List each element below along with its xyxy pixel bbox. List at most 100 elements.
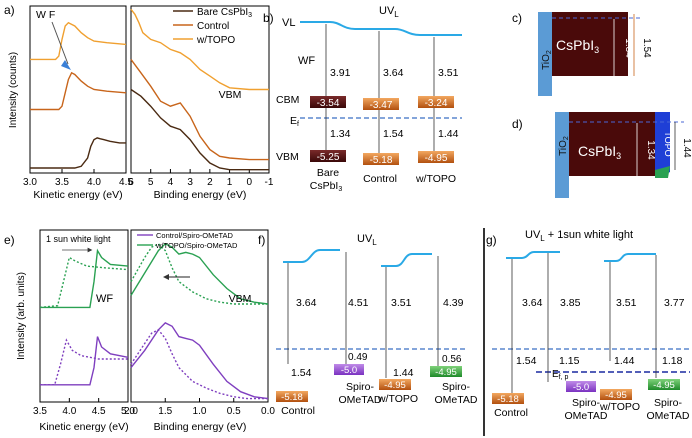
panel-b-cbm-value-1: -3.54 (317, 98, 340, 109)
panel-g: g) UVL + 1sun white light Ef, p 3.64 3.8… (486, 229, 690, 422)
panel-e-kinetic-xtick-label: 5.0 (121, 406, 135, 417)
panel-f-g2-gap-right: 4.39 (443, 297, 464, 309)
panel-g-title: UVL + 1sun white light (525, 229, 633, 243)
panel-a-kinetic-series-1 (30, 71, 127, 111)
panel-e-kinetic-series-0 (40, 336, 129, 386)
panel-f-g1-name-right-1: Spiro- (346, 381, 375, 393)
panel-a-kinetic-series-0 (30, 137, 126, 169)
panel-a-binding-xlabel: Binding energy (eV) (154, 189, 247, 201)
panel-a-binding-plot: 6 5 4 3 2 1 0 -1 (128, 8, 274, 188)
panel-e-label: e) (4, 233, 15, 247)
legend-bare-label: Bare CsPbI3 (197, 7, 252, 19)
panel-b-name-3: w/TOPO (415, 173, 456, 185)
panel-a-binding-xtick-label: 0 (247, 177, 253, 188)
panel-f-g1-vbm-right: -5.0 (341, 365, 357, 376)
panel-b-vbm-value-1: -5.25 (317, 152, 340, 163)
panel-f-g1-ef-right: 0.49 (348, 352, 368, 363)
panel-b-column-topo: 3.51 -3.24 1.44 -4.95 w/TOPO (415, 37, 459, 185)
panel-b-vbm-bar-2 (363, 153, 399, 165)
panel-g-g1-name-right-2: OMeTAD (565, 410, 608, 422)
panel-f-g2-vbm-bar-left (379, 379, 411, 390)
panel-a-kinetic-series-2 (30, 21, 127, 61)
panel-b-vl-label: VL (282, 17, 295, 29)
panel-g-g2-vbm-bar-left (600, 389, 632, 400)
panel-g-g1-ef-right: 1.15 (559, 355, 580, 367)
panel-e-binding-frame (130, 229, 269, 403)
panel-g-vacuum-level-2 (604, 253, 656, 262)
panel-f-g1-name-left: Control (281, 405, 315, 417)
panel-f-g2-gap-left: 3.51 (391, 297, 412, 309)
panel-c: c) TiO2 CsPbI3 1.34 1.54 (512, 11, 652, 96)
panel-e-kinetic-frame (39, 229, 129, 403)
panel-g-g1-ef-left: 1.54 (516, 355, 537, 367)
panel-b-name-2: Control (363, 173, 397, 185)
panel-b-cbm-bar-1 (310, 96, 346, 108)
panel-e-ylabel: Intensity (arb. units) (16, 272, 27, 360)
panel-b-cbm-value-2: -3.47 (370, 100, 393, 111)
panel-g-g2-gap-left: 3.51 (616, 297, 637, 309)
panel-b-vbm-value-3: -4.95 (425, 153, 448, 164)
panel-e-light-annotation: 1 sun white light (46, 234, 111, 244)
panel-b-gap-3: 3.51 (438, 67, 459, 79)
panel-b-ef-gap-2: 1.54 (383, 128, 404, 140)
panel-b-vacuum-level (300, 21, 462, 36)
panel-b-cbm-label: CBM (276, 94, 299, 106)
panel-c-cspbi3-layer (552, 12, 628, 76)
panel-b-name-1a: Bare (317, 167, 339, 179)
panel-e-kinetic-xtick-label: 4.5 (92, 406, 106, 417)
panel-g-g1-gap-left: 3.64 (522, 297, 543, 309)
panel-b-vbm-label: VBM (276, 151, 299, 163)
panel-c-value-2: 1.54 (641, 38, 652, 58)
panel-a-binding-xtick-label: 1 (227, 177, 233, 188)
panel-b-title: UVL (379, 5, 399, 19)
panel-a-kinetic-frame (29, 5, 127, 174)
panel-g-g1-vbm-bar-right (566, 381, 596, 392)
panel-d-topo-edge (655, 166, 670, 178)
panel-b-cbm-value-3: -3.24 (425, 98, 448, 109)
panel-a-kinetic-xtick-label: 3.0 (23, 177, 37, 188)
panel-d-tio2-label: TiO2 (558, 136, 570, 156)
legend-topo-spiro-label: w/TOPO/Spiro-OMeTAD (155, 241, 238, 250)
panel-b-cbm-bar-2 (363, 98, 399, 110)
panel-e-kinetic-plot: 3.5 4.0 4.5 5.0 (33, 248, 135, 417)
panel-a-ylabel: Intensity (counts) (8, 52, 19, 128)
panel-a-vbm-annotation: VBM (219, 89, 242, 101)
panel-b-column-control: 3.64 -3.47 1.54 -5.18 Control (363, 31, 404, 185)
panel-e-kinetic-series-1 (40, 338, 128, 386)
panel-b-cbm-bar-3 (418, 96, 454, 108)
panel-f-label: f) (258, 233, 265, 247)
panel-f-g1-vbm-bar-left (276, 391, 308, 402)
panel-a-kinetic-xlabel: Kinetic energy (eV) (33, 189, 122, 201)
panel-e-binding-series-0 (130, 322, 269, 400)
panel-e-kinetic-series-2 (40, 248, 129, 309)
panel-f-g1-vbm-bar-right (334, 364, 364, 375)
panel-g-g2-ef-left: 1.44 (614, 355, 635, 367)
panel-g-g1-vbm-right: -5.0 (573, 382, 589, 393)
panel-f-g2-vbm-bar-right (430, 366, 462, 377)
panel-g-g2-ef-right: 1.18 (662, 355, 683, 367)
panel-f-title: UVL (357, 233, 377, 247)
panel-f-g2-ef-right: 0.56 (442, 354, 462, 365)
panel-b-ef-gap-1: 1.34 (330, 128, 351, 140)
panel-e-binding-xlabel: Binding energy (eV) (154, 421, 247, 433)
panel-d-value-2: 1.44 (681, 138, 692, 158)
panel-g-efp-label: Ef, p (552, 369, 569, 381)
panel-d-value-1: 1.34 (645, 140, 656, 160)
panel-e-kinetic-xtick-label: 4.0 (62, 406, 76, 417)
panel-f-g2-vbm-left: -4.95 (384, 380, 406, 391)
panel-e: e) 3.5 4.0 4.5 5.0 2.0 1.5 1.0 0.5 0.0 Intensit… (4, 229, 275, 433)
panel-g-g2-vbm-right: -4.95 (653, 380, 675, 391)
panel-d-topo-layer (655, 112, 670, 176)
panel-a-binding-xtick-label: 4 (168, 177, 174, 188)
panel-e-wf-annotation: WF (96, 293, 113, 305)
panel-c-label: c) (512, 11, 522, 25)
panel-e-binding-plot: 2.0 1.5 1.0 0.5 0.0 (124, 242, 275, 417)
panel-f-g2-ef-left: 1.44 (393, 367, 414, 379)
panel-d-cspbi3-layer (569, 112, 655, 176)
panel-b-column-bare: 3.91 -3.54 1.34 -5.25 Bare CsPbI3 (310, 24, 351, 193)
panel-a-binding-xtick-label: 2 (207, 177, 213, 188)
panel-e-binding-series-1 (130, 328, 268, 400)
panel-b-label: b) (263, 11, 274, 25)
panel-e-binding-xtick-label: 0.5 (227, 406, 241, 417)
